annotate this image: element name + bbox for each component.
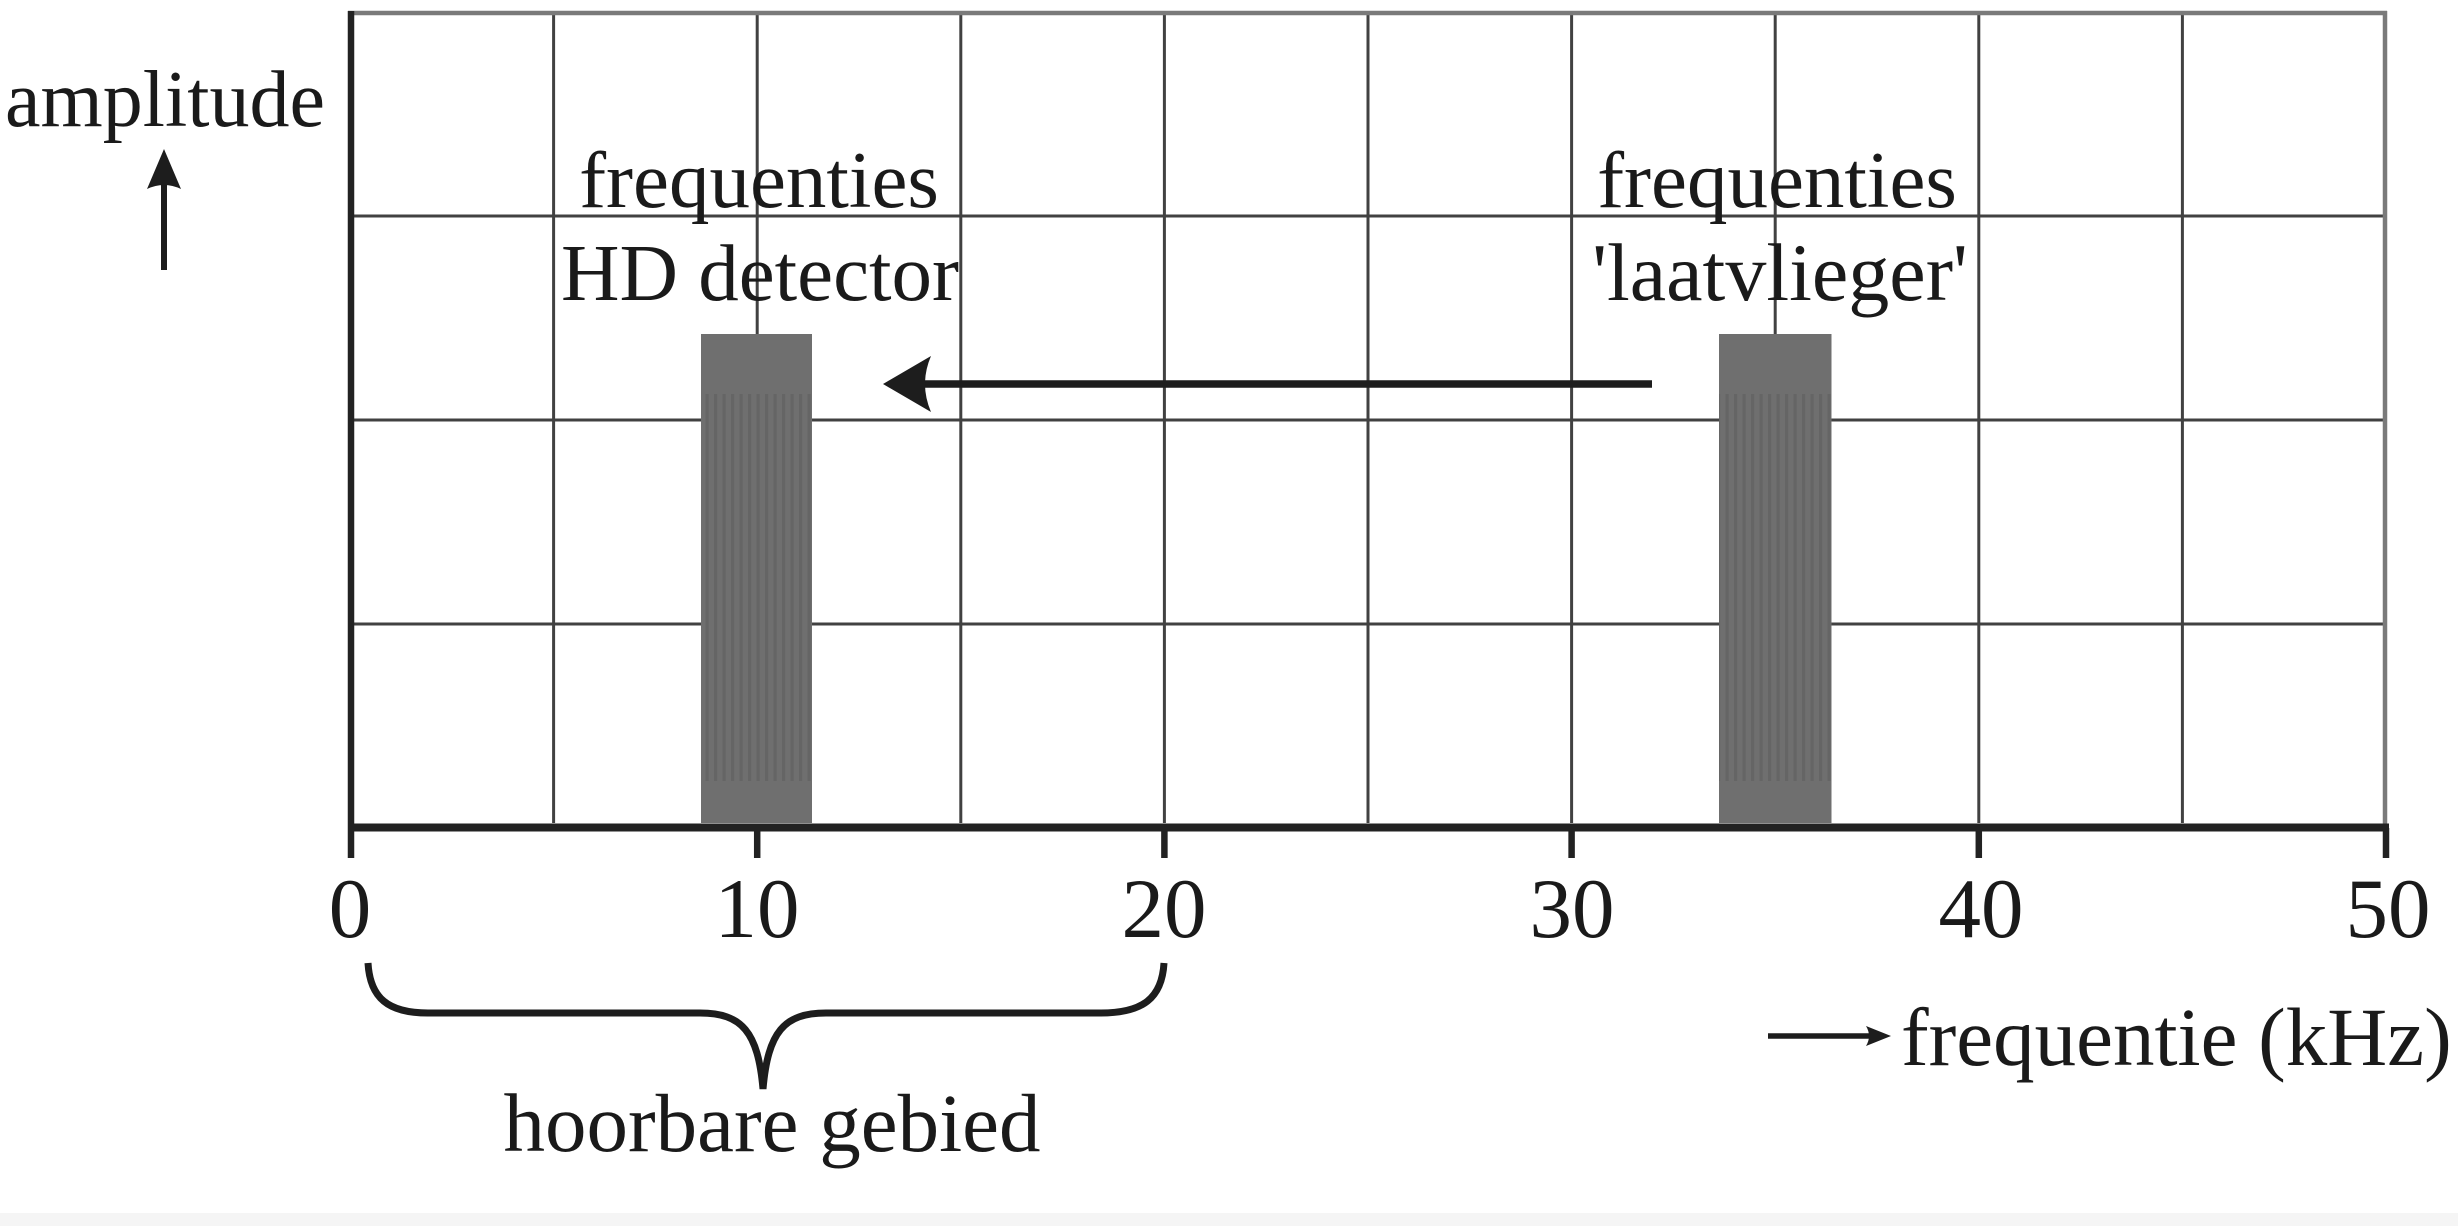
svg-text:amplitude: amplitude — [5, 56, 325, 144]
svg-text:0: 0 — [329, 862, 372, 956]
svg-text:30: 30 — [1530, 862, 1615, 956]
svg-text:frequenties: frequenties — [579, 135, 939, 225]
svg-text:'laatvlieger': 'laatvlieger' — [1592, 227, 1968, 318]
svg-text:40: 40 — [1939, 862, 2024, 956]
svg-text:50: 50 — [2346, 862, 2431, 956]
svg-text:10: 10 — [715, 862, 800, 956]
svg-text:frequenties: frequenties — [1597, 135, 1957, 225]
svg-text:20: 20 — [1122, 862, 1207, 956]
svg-text:hoorbare gebied: hoorbare gebied — [504, 1077, 1041, 1169]
svg-text:HD detector: HD detector — [561, 228, 959, 318]
svg-text:frequentie (kHz): frequentie (kHz) — [1901, 991, 2452, 1083]
